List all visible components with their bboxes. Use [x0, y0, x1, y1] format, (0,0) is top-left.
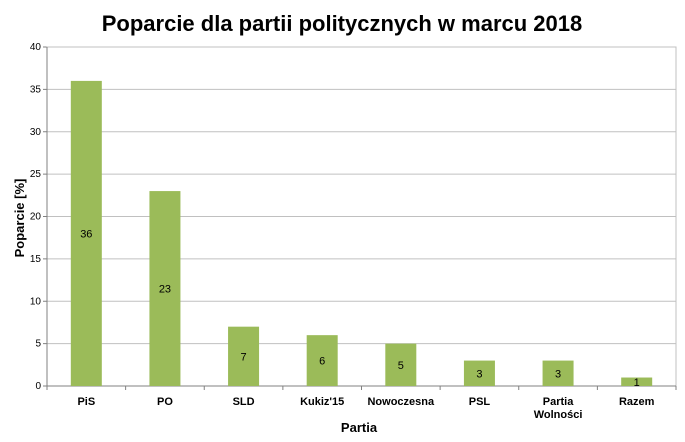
category-label: Razem [619, 396, 655, 408]
bar [463, 360, 495, 386]
category-label: Kukiz'15 [300, 396, 344, 408]
data-labels: 36 23 7 6 5 3 3 1 [80, 228, 640, 388]
data-label: 3 [555, 368, 561, 380]
y-tick-label: 25 [30, 169, 42, 180]
bar [228, 326, 260, 386]
category-label: PiS [77, 396, 95, 408]
y-tick-label: 40 [30, 42, 42, 53]
y-tick-label: 30 [30, 127, 42, 138]
category-label: SLD [233, 396, 255, 408]
category-label: PSL [469, 396, 491, 408]
category-label: Nowoczesna [367, 396, 435, 408]
category-label: Partia Wolności [534, 396, 583, 421]
y-tick-label: 0 [35, 381, 41, 392]
y-tick-label: 35 [30, 84, 42, 95]
y-tick-label: 10 [30, 296, 42, 307]
data-label: 1 [634, 377, 640, 389]
data-label: 3 [476, 368, 482, 380]
data-label: 7 [241, 351, 247, 363]
data-label: 6 [319, 356, 325, 368]
axes [43, 46, 677, 390]
y-axis-label: Poparcie [%] [12, 179, 27, 258]
bar [385, 343, 417, 386]
category-label: PO [157, 396, 173, 408]
bar [621, 377, 653, 386]
y-tick-labels: 0 5 10 15 20 25 30 35 40 [30, 42, 42, 392]
bar [542, 360, 574, 386]
bar [70, 80, 102, 387]
bar [306, 335, 338, 386]
gridlines [47, 46, 676, 345]
data-label: 36 [80, 228, 92, 240]
y-tick-label: 15 [30, 254, 42, 265]
data-label: 23 [159, 284, 171, 296]
x-category-labels: PiS PO SLD Kukiz'15 Nowoczesna PSL Partia Wolno… [77, 396, 654, 421]
bars [70, 80, 653, 387]
y-tick-label: 5 [35, 339, 41, 350]
y-tick-label: 20 [30, 212, 42, 223]
bar [149, 191, 181, 386]
data-label: 5 [398, 360, 404, 372]
x-axis-label: Partia [341, 420, 378, 435]
chart-title: Poparcie dla partii politycznych w marcu… [102, 11, 583, 36]
